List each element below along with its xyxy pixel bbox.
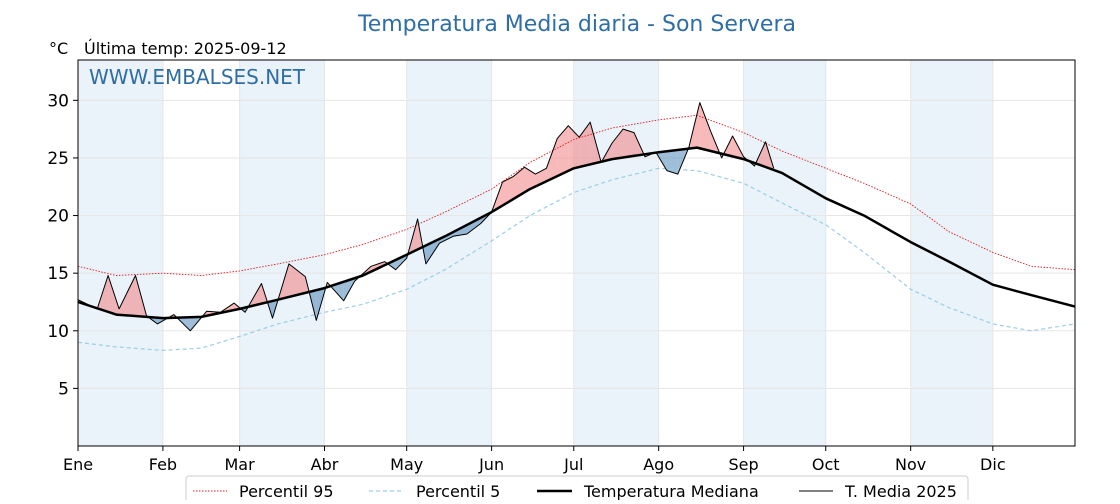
x-tick-label: Nov	[895, 455, 926, 474]
x-tick-label: Ago	[643, 455, 674, 474]
y-tick-label: 25	[47, 149, 69, 169]
y-tick-label: 10	[47, 322, 69, 342]
x-tick-label: Mar	[225, 455, 256, 474]
fill-above-median	[557, 126, 568, 176]
x-tick-label: Jul	[563, 455, 583, 474]
legend: Percentil 95 Percentil 5 Temperatura Med…	[186, 476, 968, 500]
x-tick-label: Abr	[311, 455, 339, 474]
y-tick-label: 5	[58, 379, 69, 399]
legend-p95-label: Percentil 95	[239, 482, 334, 500]
watermark: WWW.EMBALSES.NET	[89, 65, 306, 89]
legend-media2025-label: T. Media 2025	[844, 482, 957, 500]
unit-label: °C	[49, 39, 68, 58]
x-tick-label: Feb	[149, 455, 177, 474]
x-axis: Ene Feb Mar Abr May Jun Jul Ago Sep Oct Nov Dic	[63, 446, 1006, 474]
x-tick-label: Sep	[729, 455, 759, 474]
last-temp-label: Última temp: 2025-09-12	[84, 39, 287, 58]
x-tick-label: Dic	[980, 455, 1006, 474]
y-axis: 5 10 15 20 25 30	[47, 91, 78, 399]
legend-p5-label: Percentil 5	[416, 482, 500, 500]
fill-below-median	[667, 150, 678, 174]
chart-title: Temperatura Media diaria - Son Servera	[357, 12, 796, 37]
y-tick-label: 15	[47, 264, 69, 284]
x-tick-label: Oct	[812, 455, 840, 474]
y-tick-label: 20	[47, 207, 69, 227]
legend-median-label: Temperatura Mediana	[583, 482, 759, 500]
x-tick-label: Jun	[478, 455, 504, 474]
fill-above-median	[623, 129, 634, 157]
x-tick-label: May	[390, 455, 423, 474]
x-tick-label: Ene	[63, 455, 93, 474]
fill-above-median	[546, 138, 557, 181]
y-tick-label: 30	[47, 91, 69, 111]
